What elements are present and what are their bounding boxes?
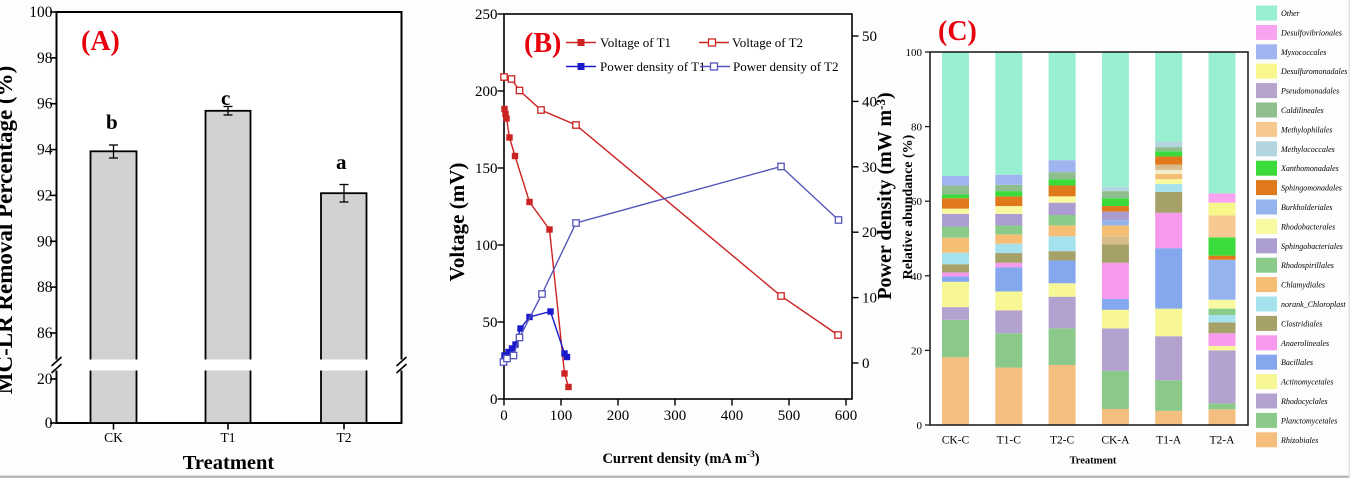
svg-text:60: 60 [911,196,923,208]
svg-text:Power density of T1: Power density of T1 [600,59,706,74]
svg-text:250: 250 [475,7,498,23]
svg-text:Burkholderiales: Burkholderiales [1281,203,1333,212]
svg-text:Anaerolineales: Anaerolineales [1280,339,1329,348]
svg-text:MC-LR Removal Percentage (%): MC-LR Removal Percentage (%) [0,66,17,395]
svg-text:100: 100 [550,408,573,424]
svg-text:Myxococcales: Myxococcales [1280,48,1326,57]
svg-text:Desulfuromonadales: Desulfuromonadales [1280,67,1347,76]
svg-text:CK-A: CK-A [1101,435,1130,447]
svg-text:100: 100 [906,47,923,59]
svg-text:88: 88 [37,279,53,296]
svg-text:norank_Chloroplast: norank_Chloroplast [1281,300,1346,309]
svg-text:Power density of T2: Power density of T2 [733,59,839,74]
svg-text:Voltage (mV): Voltage (mV) [445,163,469,282]
svg-text:600: 600 [835,408,858,424]
svg-text:20: 20 [862,225,877,241]
svg-text:(B): (B) [524,28,561,59]
svg-text:Voltage of T1: Voltage of T1 [600,35,671,50]
svg-text:Desulfovibrionales: Desulfovibrionales [1280,28,1342,37]
svg-text:Treatment: Treatment [1070,456,1117,467]
svg-text:0: 0 [500,408,508,424]
svg-text:Clostridiales: Clostridiales [1281,319,1322,328]
svg-text:80: 80 [911,122,923,134]
svg-text:98: 98 [37,50,53,67]
svg-text:0: 0 [45,415,53,432]
svg-text:Planctomycetales: Planctomycetales [1280,416,1337,425]
svg-text:100: 100 [475,238,498,254]
svg-text:200: 200 [475,84,498,100]
svg-text:Rhizobiales: Rhizobiales [1280,436,1318,445]
svg-text:Bacillales: Bacillales [1281,358,1313,367]
svg-text:Sphingobacteriales: Sphingobacteriales [1281,242,1343,251]
svg-text:50: 50 [483,315,498,331]
svg-text:Treatment: Treatment [183,452,275,474]
svg-text:Actinomycetales: Actinomycetales [1280,378,1333,387]
svg-text:150: 150 [475,161,498,177]
svg-text:b: b [106,110,118,134]
svg-text:Rhodocyclales: Rhodocyclales [1280,397,1328,406]
svg-text:92: 92 [37,187,53,204]
svg-text:300: 300 [664,408,687,424]
svg-text:40: 40 [862,94,877,110]
svg-text:40: 40 [911,271,923,283]
svg-text:Methylococcales: Methylococcales [1280,145,1335,154]
svg-text:Rhodospirillales: Rhodospirillales [1280,261,1334,270]
svg-text:(C): (C) [938,16,977,47]
svg-text:96: 96 [37,96,53,113]
svg-text:a: a [336,150,347,174]
svg-text:90: 90 [37,233,53,250]
svg-text:100: 100 [29,4,53,21]
svg-text:Relative abundance (%): Relative abundance (%) [901,134,916,279]
svg-text:Methylophilales: Methylophilales [1280,125,1333,134]
svg-text:50: 50 [862,29,877,45]
svg-text:Voltage of T2: Voltage of T2 [732,35,803,50]
svg-text:Chlamydiales: Chlamydiales [1281,281,1325,290]
svg-text:(A): (A) [81,26,120,57]
svg-text:Caldilineales: Caldilineales [1281,106,1324,115]
svg-text:T1-C: T1-C [997,435,1022,447]
svg-text:0: 0 [490,392,498,408]
svg-text:CK-C: CK-C [942,435,970,447]
svg-text:94: 94 [37,142,53,159]
svg-text:Xanthomonadales: Xanthomonadales [1280,164,1339,173]
svg-text:T2-A: T2-A [1210,435,1236,447]
svg-text:20: 20 [911,345,923,357]
svg-text:20: 20 [37,371,53,388]
svg-text:T2: T2 [337,430,352,445]
svg-text:Power density (mW m-3): Power density (mW m-3) [873,92,896,299]
svg-text:400: 400 [721,408,744,424]
svg-text:0: 0 [862,356,870,372]
svg-text:T2-C: T2-C [1050,435,1075,447]
svg-text:30: 30 [862,160,877,176]
svg-text:Rhodobacterales: Rhodobacterales [1280,222,1335,231]
svg-text:T1: T1 [221,430,236,445]
svg-text:Other: Other [1281,9,1301,18]
svg-text:500: 500 [778,408,801,424]
svg-text:CK: CK [104,430,123,445]
svg-text:10: 10 [862,291,877,307]
svg-text:c: c [221,86,230,110]
svg-text:200: 200 [607,408,630,424]
svg-text:Pseudomonadales: Pseudomonadales [1280,87,1339,96]
svg-text:0: 0 [917,420,923,432]
svg-text:86: 86 [37,325,53,342]
svg-text:Current density (mA m-3): Current density (mA m-3) [602,450,759,467]
svg-text:T1-A: T1-A [1156,435,1182,447]
svg-text:Sphingomonadales: Sphingomonadales [1281,184,1342,193]
